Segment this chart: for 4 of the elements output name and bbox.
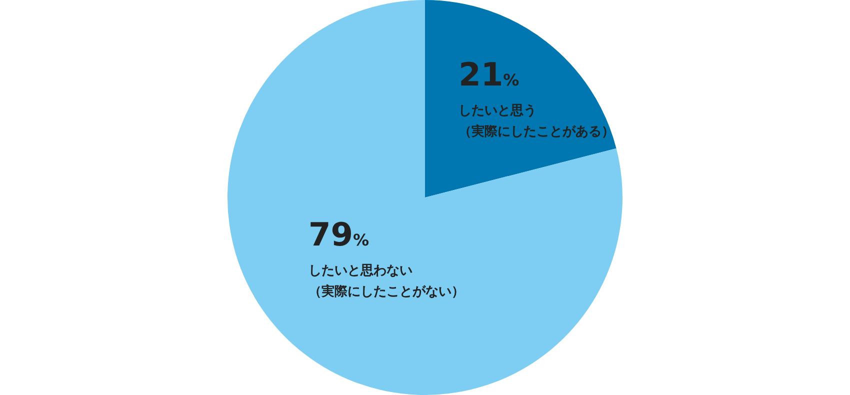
data-label: 21% bbox=[458, 55, 520, 94]
data-label: 79% bbox=[308, 215, 370, 254]
slice-label: したいと思う（実際にしたことがある） bbox=[458, 103, 615, 140]
slice-label: したいと思わない（実際にしたことがない） bbox=[308, 263, 464, 300]
